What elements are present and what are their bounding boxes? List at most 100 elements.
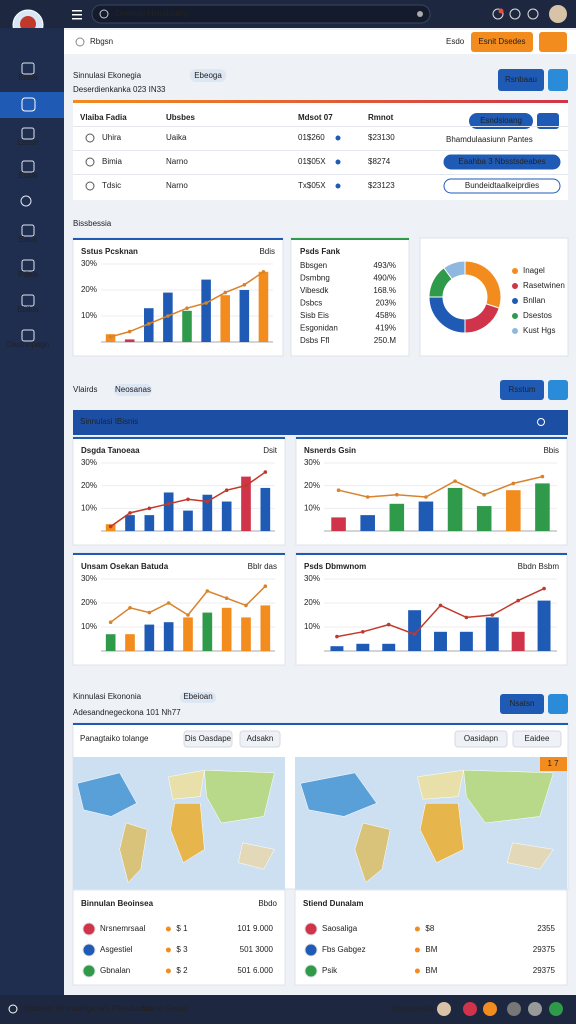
table-cell: 01$260 [298, 133, 325, 142]
pill-button[interactable] [443, 178, 561, 194]
list-value: 2355 [537, 924, 555, 933]
status-dot [414, 926, 420, 932]
status-icon[interactable] [549, 1002, 563, 1016]
trend-point [166, 502, 171, 506]
tag-label: Neosanas [115, 385, 151, 394]
trend-point [147, 506, 152, 511]
trend-point [261, 270, 266, 274]
list-card [290, 237, 410, 357]
list-label: Bbsgen [300, 261, 327, 270]
legend-label: Dsestos [523, 311, 552, 320]
filter-chip[interactable] [239, 730, 281, 748]
filter-chip[interactable] [454, 730, 508, 748]
status-dot [335, 159, 341, 165]
sidebar-icon[interactable] [21, 329, 35, 342]
list-value: 501 6.000 [237, 966, 273, 975]
status-link[interactable]: Bmnd Fbeda [142, 1004, 188, 1013]
sidebar-icon[interactable] [21, 224, 35, 237]
section-title: Bissbessia [73, 219, 112, 228]
status-icon[interactable] [437, 1002, 451, 1016]
sidebar-search-icon[interactable] [20, 195, 32, 207]
filter-chip[interactable] [512, 730, 562, 748]
button[interactable] [500, 380, 544, 400]
sidebar-icon[interactable] [21, 127, 35, 140]
chart-link[interactable]: Dsit [263, 446, 278, 455]
primary-button-label: Esnit Dsedes [478, 37, 525, 46]
search-box[interactable] [91, 4, 431, 24]
bar [125, 634, 135, 651]
donut-slice [443, 260, 466, 280]
y-tick-label: 20% [304, 481, 320, 490]
status-icon[interactable] [528, 1002, 542, 1016]
bar [331, 517, 346, 531]
trend-point [224, 488, 229, 493]
button[interactable] [498, 69, 544, 91]
pill-button[interactable] [443, 154, 561, 170]
sidebar-icon[interactable] [21, 62, 35, 75]
trend-point [453, 479, 457, 483]
map-region [354, 822, 391, 883]
list-value: 501 3000 [240, 945, 274, 954]
primary-button[interactable] [471, 32, 533, 52]
list-label: Saosaliga [322, 924, 358, 933]
status-icon[interactable] [483, 1002, 497, 1016]
chart-link[interactable]: Bdis [259, 247, 275, 256]
table-cell: Narno [166, 157, 188, 166]
table-cell: Uhira [102, 133, 122, 142]
notification-dot [498, 8, 504, 14]
list-cell: $8 [425, 924, 434, 933]
trend-point [224, 596, 229, 600]
icon-button[interactable] [548, 694, 568, 714]
sidebar-label: Dssinnpagn [7, 340, 49, 349]
trend-point [438, 603, 443, 608]
trend-point [490, 613, 495, 617]
banner-search[interactable] [537, 418, 545, 426]
icon-button[interactable] [548, 380, 568, 400]
icon-button[interactable] [509, 8, 521, 20]
chart-link[interactable]: Bbdn Bsbm [518, 562, 560, 571]
button[interactable] [500, 694, 544, 714]
row-avatar [304, 964, 318, 978]
icon-button[interactable] [492, 8, 504, 20]
list-link[interactable]: Bbdo [258, 899, 277, 908]
trend-point [166, 601, 171, 605]
trend-point [464, 615, 469, 620]
icon-button[interactable] [548, 69, 568, 91]
status-icon[interactable] [507, 1002, 521, 1016]
bar [221, 607, 232, 651]
chart-link[interactable]: Bblr das [248, 562, 277, 571]
trend-point [516, 598, 520, 603]
trend-point [511, 481, 516, 486]
table-cell: Uaika [166, 133, 187, 142]
bar [447, 487, 463, 531]
status-dot [335, 183, 341, 189]
sidebar-active-item[interactable] [0, 92, 64, 118]
bar [221, 501, 232, 531]
list-value: 493/% [373, 261, 396, 270]
table-header: Rmnot [368, 113, 394, 122]
list-cell: BM [425, 945, 437, 954]
status-text: Dsbelan Ihmnadhgs IeS Pfnodusnas [24, 1004, 154, 1013]
bar [382, 643, 396, 651]
status-dot [335, 135, 341, 141]
accent-bar [73, 100, 568, 103]
section-title: Vlairds [73, 385, 97, 394]
table-link[interactable]: Bhamdulaasiunn Pantes [446, 135, 533, 144]
card-accent [296, 437, 567, 439]
status-icon[interactable] [463, 1002, 477, 1016]
breadcrumb-icon [75, 37, 85, 47]
table-cell: Tdsic [102, 181, 121, 190]
sidebar-icon[interactable] [21, 160, 35, 173]
card-title: Psds Fank [300, 247, 341, 256]
trend-point [242, 283, 247, 287]
row-divider [73, 126, 568, 127]
filter-chip[interactable] [183, 730, 233, 748]
button[interactable] [469, 113, 533, 129]
sidebar-icon[interactable] [21, 294, 35, 307]
icon-button[interactable] [527, 8, 539, 20]
chart-link[interactable]: Bbis [543, 446, 559, 455]
sidebar-icon[interactable] [21, 259, 35, 272]
icon-button[interactable] [537, 113, 559, 129]
icon-button[interactable] [539, 32, 567, 52]
user-avatar[interactable] [549, 5, 567, 23]
